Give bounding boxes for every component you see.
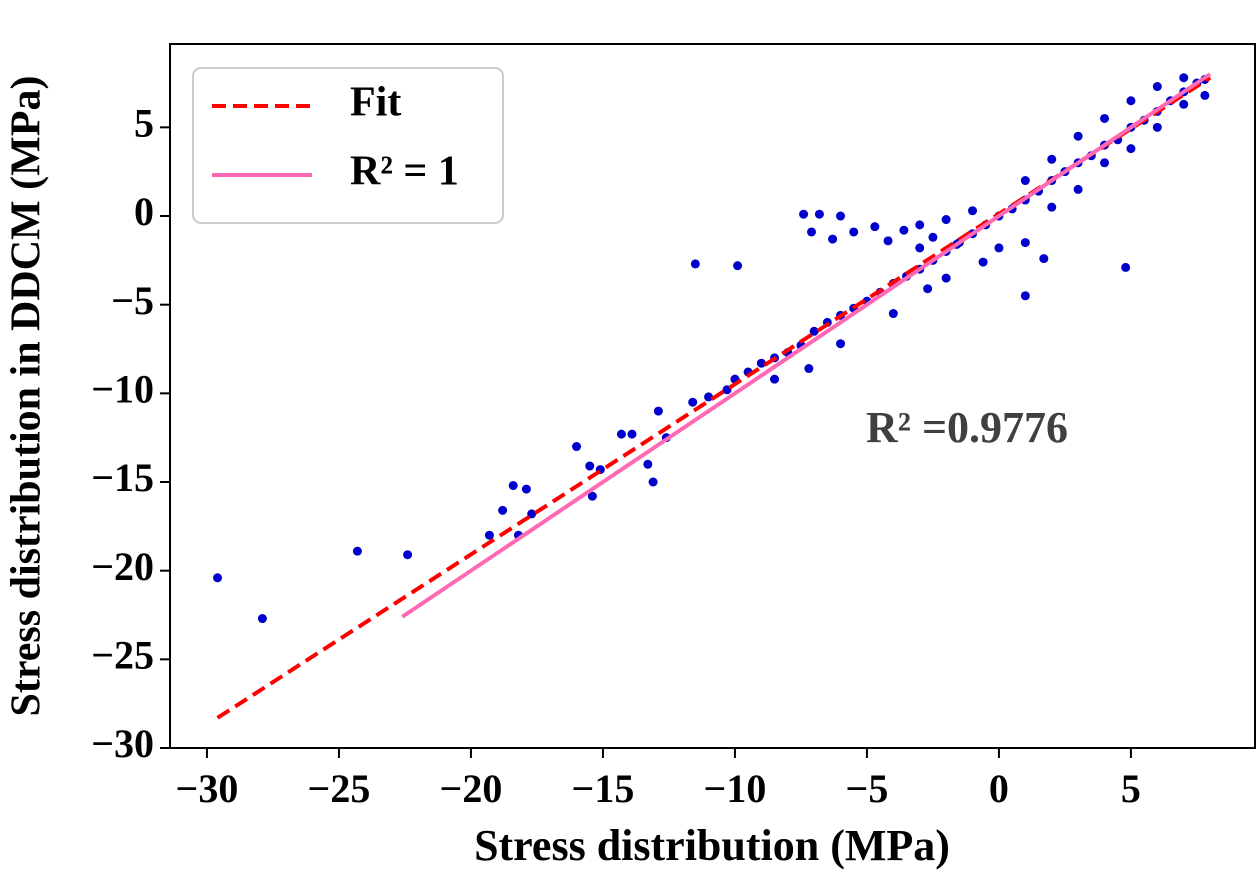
scatter-point bbox=[587, 491, 597, 501]
x-tick-label: −5 bbox=[846, 766, 889, 811]
scatter-point bbox=[1100, 158, 1110, 168]
scatter-point bbox=[403, 550, 413, 560]
scatter-point bbox=[806, 227, 816, 237]
scatter-point bbox=[888, 309, 898, 319]
scatter-point bbox=[1179, 73, 1189, 83]
scatter-point bbox=[1121, 262, 1131, 272]
scatter-point bbox=[809, 326, 819, 336]
legend-label: R² = 1 bbox=[350, 149, 459, 195]
scatter-point bbox=[653, 406, 663, 416]
scatter-point bbox=[870, 222, 880, 232]
y-tick-label: 5 bbox=[134, 101, 154, 146]
scatter-point bbox=[688, 397, 698, 407]
x-tick-label: 5 bbox=[1121, 766, 1141, 811]
scatter-point bbox=[978, 257, 988, 267]
scatter-point bbox=[527, 509, 537, 519]
scatter-point bbox=[1126, 144, 1136, 154]
scatter-point bbox=[1047, 154, 1057, 164]
y-tick-label: −15 bbox=[91, 455, 154, 500]
y-tick-label: 0 bbox=[134, 189, 154, 234]
x-tick-label: −30 bbox=[176, 766, 239, 811]
legend-label: Fit bbox=[350, 80, 401, 126]
x-tick-label: −20 bbox=[440, 766, 503, 811]
y-tick-label: −10 bbox=[91, 367, 154, 412]
fit-line bbox=[216, 76, 1212, 720]
scatter-point bbox=[836, 211, 846, 221]
fit-line bbox=[401, 72, 1212, 619]
x-tick-label: −15 bbox=[572, 766, 635, 811]
scatter-point bbox=[704, 392, 714, 402]
scatter-point bbox=[1073, 184, 1083, 194]
scatter-point bbox=[1152, 82, 1162, 92]
scatter-point bbox=[1179, 99, 1189, 109]
scatter-point bbox=[521, 484, 531, 494]
scatter-point bbox=[1047, 202, 1057, 212]
scatter-point bbox=[733, 261, 743, 271]
x-tick-label: −10 bbox=[704, 766, 767, 811]
scatter-point bbox=[643, 459, 653, 469]
x-tick-label: −25 bbox=[308, 766, 371, 811]
scatter-point bbox=[899, 225, 909, 235]
scatter-point bbox=[804, 364, 814, 374]
y-tick-label: −25 bbox=[91, 633, 154, 678]
scatter-point bbox=[508, 481, 518, 491]
y-tick-label: −30 bbox=[91, 721, 154, 766]
scatter-point bbox=[849, 227, 859, 237]
scatter-point bbox=[498, 505, 508, 515]
scatter-point bbox=[828, 234, 838, 244]
annotation: R² =0.9776 bbox=[866, 403, 1068, 452]
scatter-point bbox=[923, 284, 933, 294]
legend-box bbox=[192, 67, 504, 224]
scatter-point bbox=[1020, 176, 1030, 186]
scatter-point bbox=[352, 546, 362, 556]
scatter-point bbox=[484, 530, 494, 540]
scatter-point bbox=[1152, 122, 1162, 132]
scatter-point bbox=[756, 358, 766, 368]
scatter-point bbox=[1039, 254, 1049, 264]
scatter-point bbox=[799, 209, 809, 219]
scatter-point bbox=[770, 374, 780, 384]
scatter-point bbox=[814, 209, 824, 219]
scatter-point bbox=[213, 573, 223, 583]
scatter-point bbox=[1200, 90, 1210, 100]
scatter-point bbox=[941, 215, 951, 225]
y-tick-label: −20 bbox=[91, 544, 154, 589]
scatter-point bbox=[627, 429, 637, 439]
scatter-point bbox=[648, 477, 658, 487]
scatter-point bbox=[616, 429, 626, 439]
scatter-point bbox=[1126, 96, 1136, 106]
scatter-point bbox=[572, 442, 582, 452]
y-tick-label: −5 bbox=[111, 278, 154, 323]
scatter-point bbox=[585, 461, 595, 471]
scatter-point bbox=[928, 232, 938, 242]
scatter-point bbox=[1100, 113, 1110, 123]
scatter-point bbox=[915, 220, 925, 230]
scatter-point bbox=[1020, 238, 1030, 248]
x-tick-label: 0 bbox=[989, 766, 1009, 811]
scatter-point bbox=[941, 273, 951, 283]
scatter-point bbox=[836, 339, 846, 349]
y-axis-label: Stress distribution in DDCM (MPa) bbox=[4, 76, 50, 717]
scatter-point bbox=[1020, 291, 1030, 301]
scatter-point bbox=[968, 206, 978, 216]
x-axis-label: Stress distribution (MPa) bbox=[474, 821, 950, 870]
scatter-point bbox=[257, 614, 267, 624]
scatter-point bbox=[915, 243, 925, 253]
scatter-point bbox=[883, 236, 893, 246]
scatter-point bbox=[690, 259, 700, 269]
plot-frame bbox=[169, 43, 1256, 749]
scatter-point bbox=[1073, 131, 1083, 141]
scatter-point bbox=[994, 243, 1004, 253]
